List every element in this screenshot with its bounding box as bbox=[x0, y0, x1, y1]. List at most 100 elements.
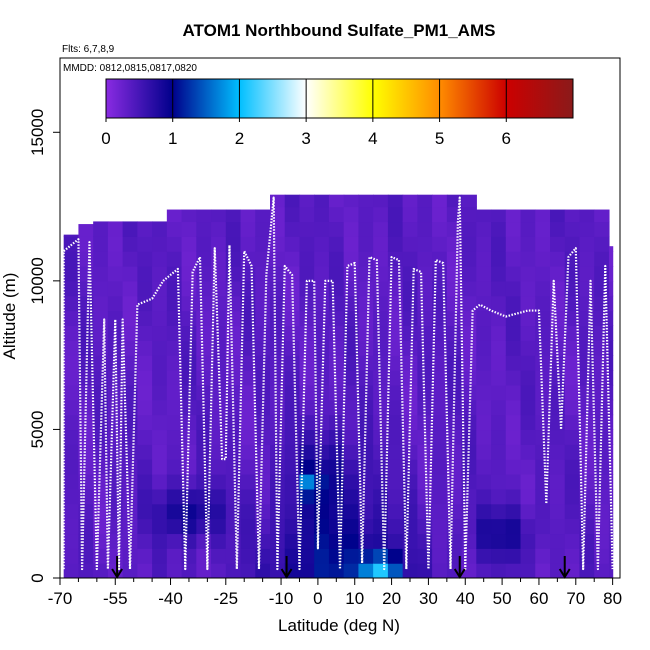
curtain-cell bbox=[373, 474, 389, 490]
curtain-cell bbox=[314, 503, 330, 520]
curtain-cell bbox=[446, 266, 463, 282]
curtain-cell bbox=[476, 399, 492, 416]
curtain-cell bbox=[491, 280, 507, 297]
curtain-cell bbox=[166, 474, 183, 490]
curtain-cell bbox=[358, 444, 374, 460]
curtain-cell bbox=[446, 251, 463, 267]
curtain-cell bbox=[402, 399, 418, 416]
curtain-cell bbox=[328, 355, 345, 371]
curtain-cell bbox=[166, 325, 183, 341]
curtain-cell bbox=[476, 251, 492, 267]
curtain-cell bbox=[240, 488, 256, 505]
x-axis: -70 -55 -40 -25 -10 0 10 20 30 40 50 60 70 80 bbox=[48, 578, 622, 608]
curtain-cell bbox=[491, 355, 507, 371]
curtain-cell bbox=[373, 221, 389, 237]
curtain-cell bbox=[137, 251, 153, 267]
curtain-cell bbox=[446, 459, 463, 475]
curtain-cell bbox=[505, 488, 522, 505]
curtain-cell bbox=[240, 474, 256, 490]
curtain-cell bbox=[181, 340, 197, 356]
curtain-cell bbox=[122, 518, 138, 535]
curtain-cell bbox=[461, 266, 477, 282]
curtain-cell bbox=[211, 474, 227, 490]
curtain-cell bbox=[564, 384, 581, 401]
curtain-cell bbox=[240, 503, 256, 520]
curtain-cell bbox=[328, 280, 345, 297]
curtain-cell bbox=[358, 414, 374, 431]
curtain-cell bbox=[343, 384, 360, 401]
curtain-cell bbox=[564, 474, 581, 490]
curtain-cell bbox=[328, 236, 345, 252]
curtain-cell bbox=[270, 399, 286, 416]
curtain-cells bbox=[63, 194, 614, 578]
curtain-cell bbox=[284, 518, 301, 535]
curtain-cell bbox=[299, 474, 315, 490]
curtain-cell bbox=[122, 236, 138, 252]
curtain-cell bbox=[196, 209, 212, 223]
curtain-cell bbox=[196, 548, 212, 564]
curtain-cell bbox=[196, 355, 212, 371]
curtain-cell bbox=[137, 563, 153, 578]
curtain-cell bbox=[196, 474, 212, 490]
curtain-cell bbox=[225, 325, 242, 341]
curtain-cell bbox=[520, 370, 536, 386]
curtain-cell bbox=[284, 355, 301, 371]
curtain-cell bbox=[299, 370, 315, 386]
curtain-cell bbox=[550, 518, 566, 535]
curtain-cell bbox=[328, 474, 345, 490]
curtain-cell bbox=[417, 266, 433, 282]
curtain-cell bbox=[211, 280, 227, 297]
curtain-cell bbox=[535, 340, 551, 356]
curtain-cell bbox=[505, 355, 522, 371]
curtain-cell bbox=[328, 206, 345, 223]
curtain-cell bbox=[107, 266, 124, 282]
curtain-cell bbox=[137, 384, 153, 401]
curtain-cell bbox=[358, 295, 374, 312]
colorbar-tick-label: 4 bbox=[368, 129, 377, 148]
curtain-cell bbox=[93, 266, 109, 282]
curtain-cell bbox=[196, 503, 212, 520]
curtain-cell bbox=[520, 548, 536, 564]
curtain-cell bbox=[255, 444, 271, 460]
curtain-cell bbox=[152, 429, 168, 445]
curtain-cell bbox=[446, 429, 463, 445]
curtain-cell bbox=[137, 503, 153, 520]
curtain-cell bbox=[594, 488, 610, 505]
x-tick-label: 60 bbox=[529, 589, 548, 608]
curtain-cell bbox=[166, 518, 183, 535]
curtain-cell bbox=[270, 429, 286, 445]
curtain-cell bbox=[402, 444, 418, 460]
curtain-cell bbox=[387, 251, 404, 267]
curtain-cell bbox=[137, 548, 153, 564]
profile-arrow-head bbox=[111, 568, 123, 579]
curtain-cell bbox=[270, 340, 286, 356]
curtain-cell bbox=[402, 548, 418, 564]
curtain-cell bbox=[137, 474, 153, 490]
curtain-cell bbox=[93, 310, 109, 327]
curtain-cell bbox=[181, 488, 197, 505]
curtain-cell bbox=[476, 414, 492, 431]
curtain-cell bbox=[520, 563, 536, 578]
curtain-cell bbox=[255, 488, 271, 505]
x-tick-label: 70 bbox=[566, 589, 585, 608]
curtain-cell bbox=[299, 503, 315, 520]
curtain-cell bbox=[225, 488, 242, 505]
curtain-cell bbox=[461, 370, 477, 386]
curtain-cell bbox=[594, 236, 610, 252]
curtain-cell bbox=[299, 488, 315, 505]
colorbar-tick-label: 0 bbox=[101, 129, 110, 148]
curtain-cell bbox=[579, 474, 595, 490]
curtain-cell bbox=[564, 548, 581, 564]
curtain-cell bbox=[608, 444, 614, 460]
curtain-cell bbox=[343, 355, 360, 371]
curtain-cell bbox=[255, 295, 271, 312]
curtain-cell bbox=[387, 384, 404, 401]
curtain-cell bbox=[152, 280, 168, 297]
curtain-cell bbox=[284, 533, 301, 549]
curtain-cell bbox=[402, 488, 418, 505]
curtain-cell bbox=[373, 340, 389, 356]
curtain-cell bbox=[476, 488, 492, 505]
curtain-cell bbox=[491, 474, 507, 490]
curtain-cell bbox=[166, 209, 183, 223]
curtain-cell bbox=[314, 280, 330, 297]
